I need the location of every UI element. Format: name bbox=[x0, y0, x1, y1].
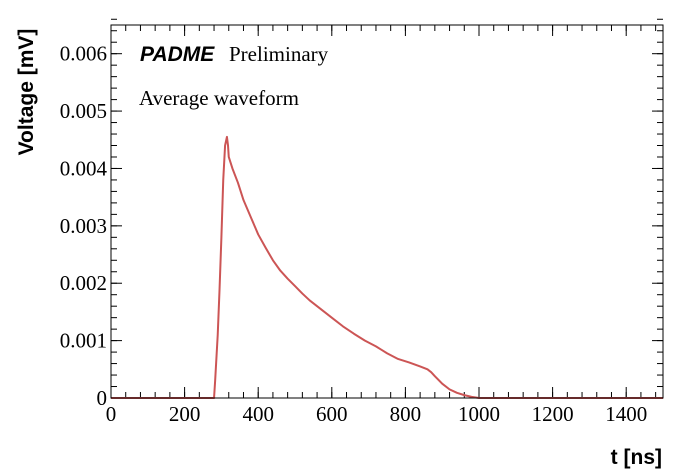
x-tick-labels: 0 200 400 600 800 1000 1200 1400 bbox=[106, 402, 647, 426]
y-tick-label: 0.003 bbox=[60, 214, 107, 238]
y-tick-label: 0.005 bbox=[60, 99, 107, 123]
x-tick-label: 600 bbox=[316, 402, 348, 426]
y-tick-label: 0.004 bbox=[60, 156, 108, 180]
y-tick-label: 0 bbox=[97, 386, 108, 410]
y-tick-label: 0.001 bbox=[60, 329, 107, 353]
x-axis-title: t [ns] bbox=[611, 446, 662, 469]
brand-label: PADME bbox=[140, 43, 215, 66]
y-tick-labels: 0 0.001 0.002 0.003 0.004 0.005 0.006 bbox=[60, 42, 108, 410]
minor-ticks bbox=[110, 18, 663, 399]
annotation-text: Average waveform bbox=[139, 86, 299, 110]
plot-frame bbox=[110, 24, 664, 399]
x-tick-label: 1400 bbox=[605, 402, 647, 426]
x-tick-label: 1000 bbox=[458, 402, 500, 426]
major-ticks bbox=[110, 25, 663, 399]
x-tick-label: 400 bbox=[242, 402, 274, 426]
x-tick-label: 1200 bbox=[532, 402, 574, 426]
y-tick-label: 0.006 bbox=[60, 42, 107, 66]
preliminary-label: Preliminary bbox=[229, 42, 329, 66]
y-axis-title: Voltage [mV] bbox=[15, 29, 38, 156]
x-tick-label: 800 bbox=[390, 402, 422, 426]
x-tick-label: 0 bbox=[106, 402, 117, 426]
x-tick-label: 200 bbox=[169, 402, 201, 426]
y-tick-label: 0.002 bbox=[60, 271, 107, 295]
waveform-line bbox=[111, 135, 663, 399]
